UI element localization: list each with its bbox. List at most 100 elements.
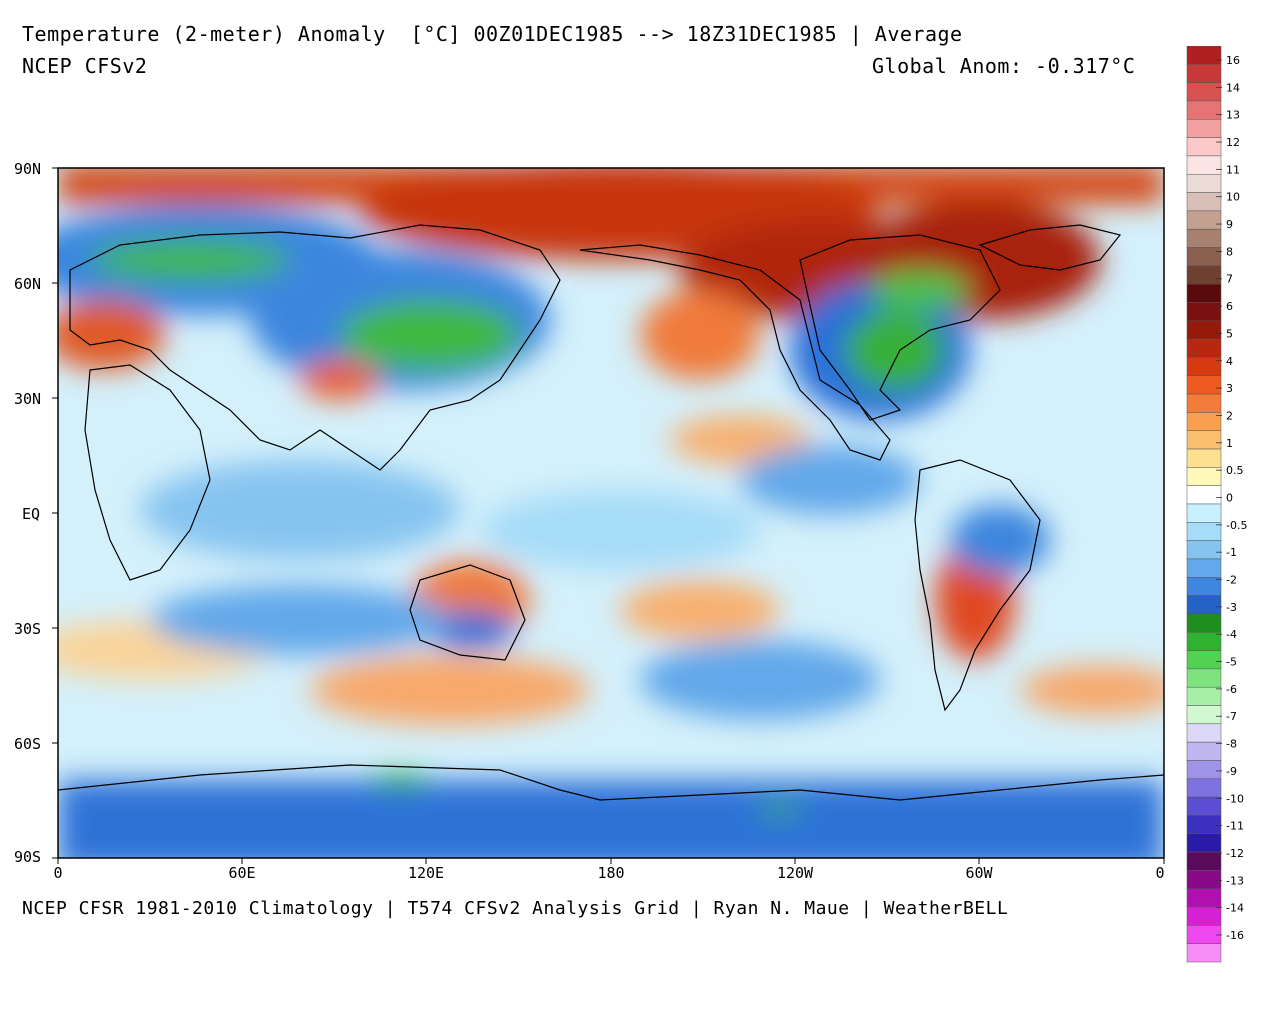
colorbar-swatch: [1186, 705, 1222, 725]
colorbar-swatch: [1186, 870, 1222, 889]
colorbar-label: -1: [1226, 546, 1237, 559]
colorbar-swatch: [1186, 485, 1222, 505]
lat-label: EQ: [22, 505, 40, 523]
colorbar-label: 0.5: [1226, 464, 1244, 477]
colorbar-label: 7: [1226, 273, 1233, 286]
colorbar-label: 16: [1226, 54, 1240, 67]
colorbar-swatch: [1186, 467, 1222, 486]
colorbar-label: 13: [1226, 109, 1240, 122]
lat-label: 30S: [14, 620, 41, 638]
colorbar-swatch: [1186, 760, 1222, 780]
colorbar-swatch: [1186, 283, 1222, 303]
colorbar: 16 14 13 12 11 10 9 8 7 6 5 4 3 2 1 0.5 0 -0.5 -1 -2 -3 -4 -5 -…: [1186, 46, 1247, 963]
lat-label: 90N: [14, 160, 41, 178]
colorbar-swatch: [1186, 155, 1222, 175]
colorbar-swatch: [1186, 906, 1222, 926]
colorbar-swatch: [1186, 265, 1222, 285]
colorbar-swatch: [1186, 357, 1222, 377]
colorbar-label: 2: [1226, 409, 1233, 422]
colorbar-label: -6: [1226, 683, 1237, 696]
colorbar-swatch: [1186, 46, 1222, 65]
colorbar-label: -13: [1226, 874, 1244, 887]
colorbar-swatch: [1186, 210, 1222, 230]
colorbar-swatch: [1186, 540, 1222, 560]
lat-label: 60S: [14, 735, 41, 753]
colorbar-swatch: [1186, 338, 1222, 358]
colorbar-label: 0: [1226, 491, 1233, 504]
colorbar-swatch: [1186, 741, 1222, 761]
colorbar-label: -16: [1226, 929, 1244, 942]
lat-label: 90S: [14, 848, 41, 866]
colorbar-swatch: [1186, 320, 1222, 340]
colorbar-label: -3: [1226, 601, 1237, 614]
lon-label: 180: [597, 864, 624, 880]
colorbar-label: 9: [1226, 218, 1233, 231]
colorbar-swatch: [1186, 595, 1222, 615]
lon-label: 60W: [965, 864, 993, 880]
model-name: NCEP CFSv2: [22, 54, 148, 78]
colorbar-swatch: [1186, 137, 1222, 157]
colorbar-label: 6: [1226, 300, 1233, 313]
colorbar-label: -0.5: [1226, 519, 1247, 532]
colorbar-label: -2: [1226, 574, 1237, 587]
colorbar-label: -8: [1226, 738, 1237, 751]
colorbar-label: 3: [1226, 382, 1233, 395]
colorbar-swatch: [1186, 723, 1222, 743]
colorbar-label: 14: [1226, 81, 1240, 94]
colorbar-swatch: [1186, 448, 1222, 468]
colorbar-swatch: [1186, 815, 1222, 835]
colorbar-swatch: [1186, 925, 1222, 944]
colorbar-swatch: [1186, 943, 1222, 963]
colorbar-swatch: [1186, 247, 1222, 267]
colorbar-label: -14: [1226, 902, 1244, 915]
coastlines: [57, 224, 1165, 801]
colorbar-swatch: [1186, 577, 1222, 596]
latitude-axis: 90N 60N 30N EQ 30S 60S 90S: [14, 160, 58, 866]
colorbar-label: 11: [1226, 163, 1240, 176]
colorbar-swatch: [1186, 100, 1222, 120]
colorbar-labels: 16 14 13 12 11 10 9 8 7 6 5 4 3 2 1 0.5 0 -0.5 -1 -2 -3 -4 -5 -…: [1216, 54, 1247, 942]
colorbar-swatch: [1186, 119, 1222, 138]
anomaly-field: [58, 168, 1164, 858]
colorbar-swatch: [1186, 851, 1222, 871]
colorbar-swatch: [1186, 888, 1222, 908]
colorbar-swatch: [1186, 650, 1222, 670]
colorbar-label: 1: [1226, 437, 1233, 450]
lon-label: 120W: [777, 864, 814, 880]
colorbar-swatch: [1186, 778, 1222, 798]
colorbar-swatch: [1186, 430, 1222, 450]
colorbar-swatch: [1186, 173, 1222, 193]
colorbar-label: -4: [1226, 628, 1237, 641]
colorbar-label: 12: [1226, 136, 1240, 149]
lon-label: 120E: [408, 864, 444, 880]
colorbar-swatch: [1186, 82, 1222, 102]
colorbar-label: -9: [1226, 765, 1237, 778]
colorbar-swatch: [1186, 686, 1222, 706]
colorbar-label: -7: [1226, 710, 1237, 723]
colorbar-swatch: [1186, 302, 1222, 322]
colorbar-label: 8: [1226, 245, 1233, 258]
colorbar-label: -10: [1226, 792, 1244, 805]
colorbar-label: 10: [1226, 191, 1240, 204]
longitude-axis: 0 60E 120E 180 120W 60W 0: [53, 858, 1165, 880]
lon-label: 0: [53, 864, 62, 880]
global-anomaly: Global Anom: -0.317°C: [872, 54, 1136, 78]
anomaly-map: 90N 60N 30N EQ 30S 60S 90S 0 60E 120E 18…: [14, 160, 1165, 880]
colorbar-swatch: [1186, 668, 1222, 688]
colorbar-label: -12: [1226, 847, 1244, 860]
colorbar-swatch: [1186, 558, 1222, 578]
colorbar-swatch: [1186, 192, 1222, 212]
map-title: Temperature (2-meter) Anomaly [°C] 00Z01…: [22, 22, 963, 46]
colorbar-swatch: [1186, 412, 1222, 431]
colorbar-swatch: [1186, 613, 1222, 633]
colorbar-swatch: [1186, 796, 1222, 816]
lon-label: 0: [1155, 864, 1164, 880]
lon-label: 60E: [228, 864, 255, 880]
colorbar-swatches: [1186, 46, 1222, 963]
colorbar-swatch: [1186, 833, 1222, 853]
lat-label: 60N: [14, 275, 41, 293]
colorbar-label: -11: [1226, 820, 1244, 833]
colorbar-swatch: [1186, 631, 1222, 651]
colorbar-swatch: [1186, 375, 1222, 395]
footer-credits: NCEP CFSR 1981-2010 Climatology | T574 C…: [22, 898, 1009, 919]
